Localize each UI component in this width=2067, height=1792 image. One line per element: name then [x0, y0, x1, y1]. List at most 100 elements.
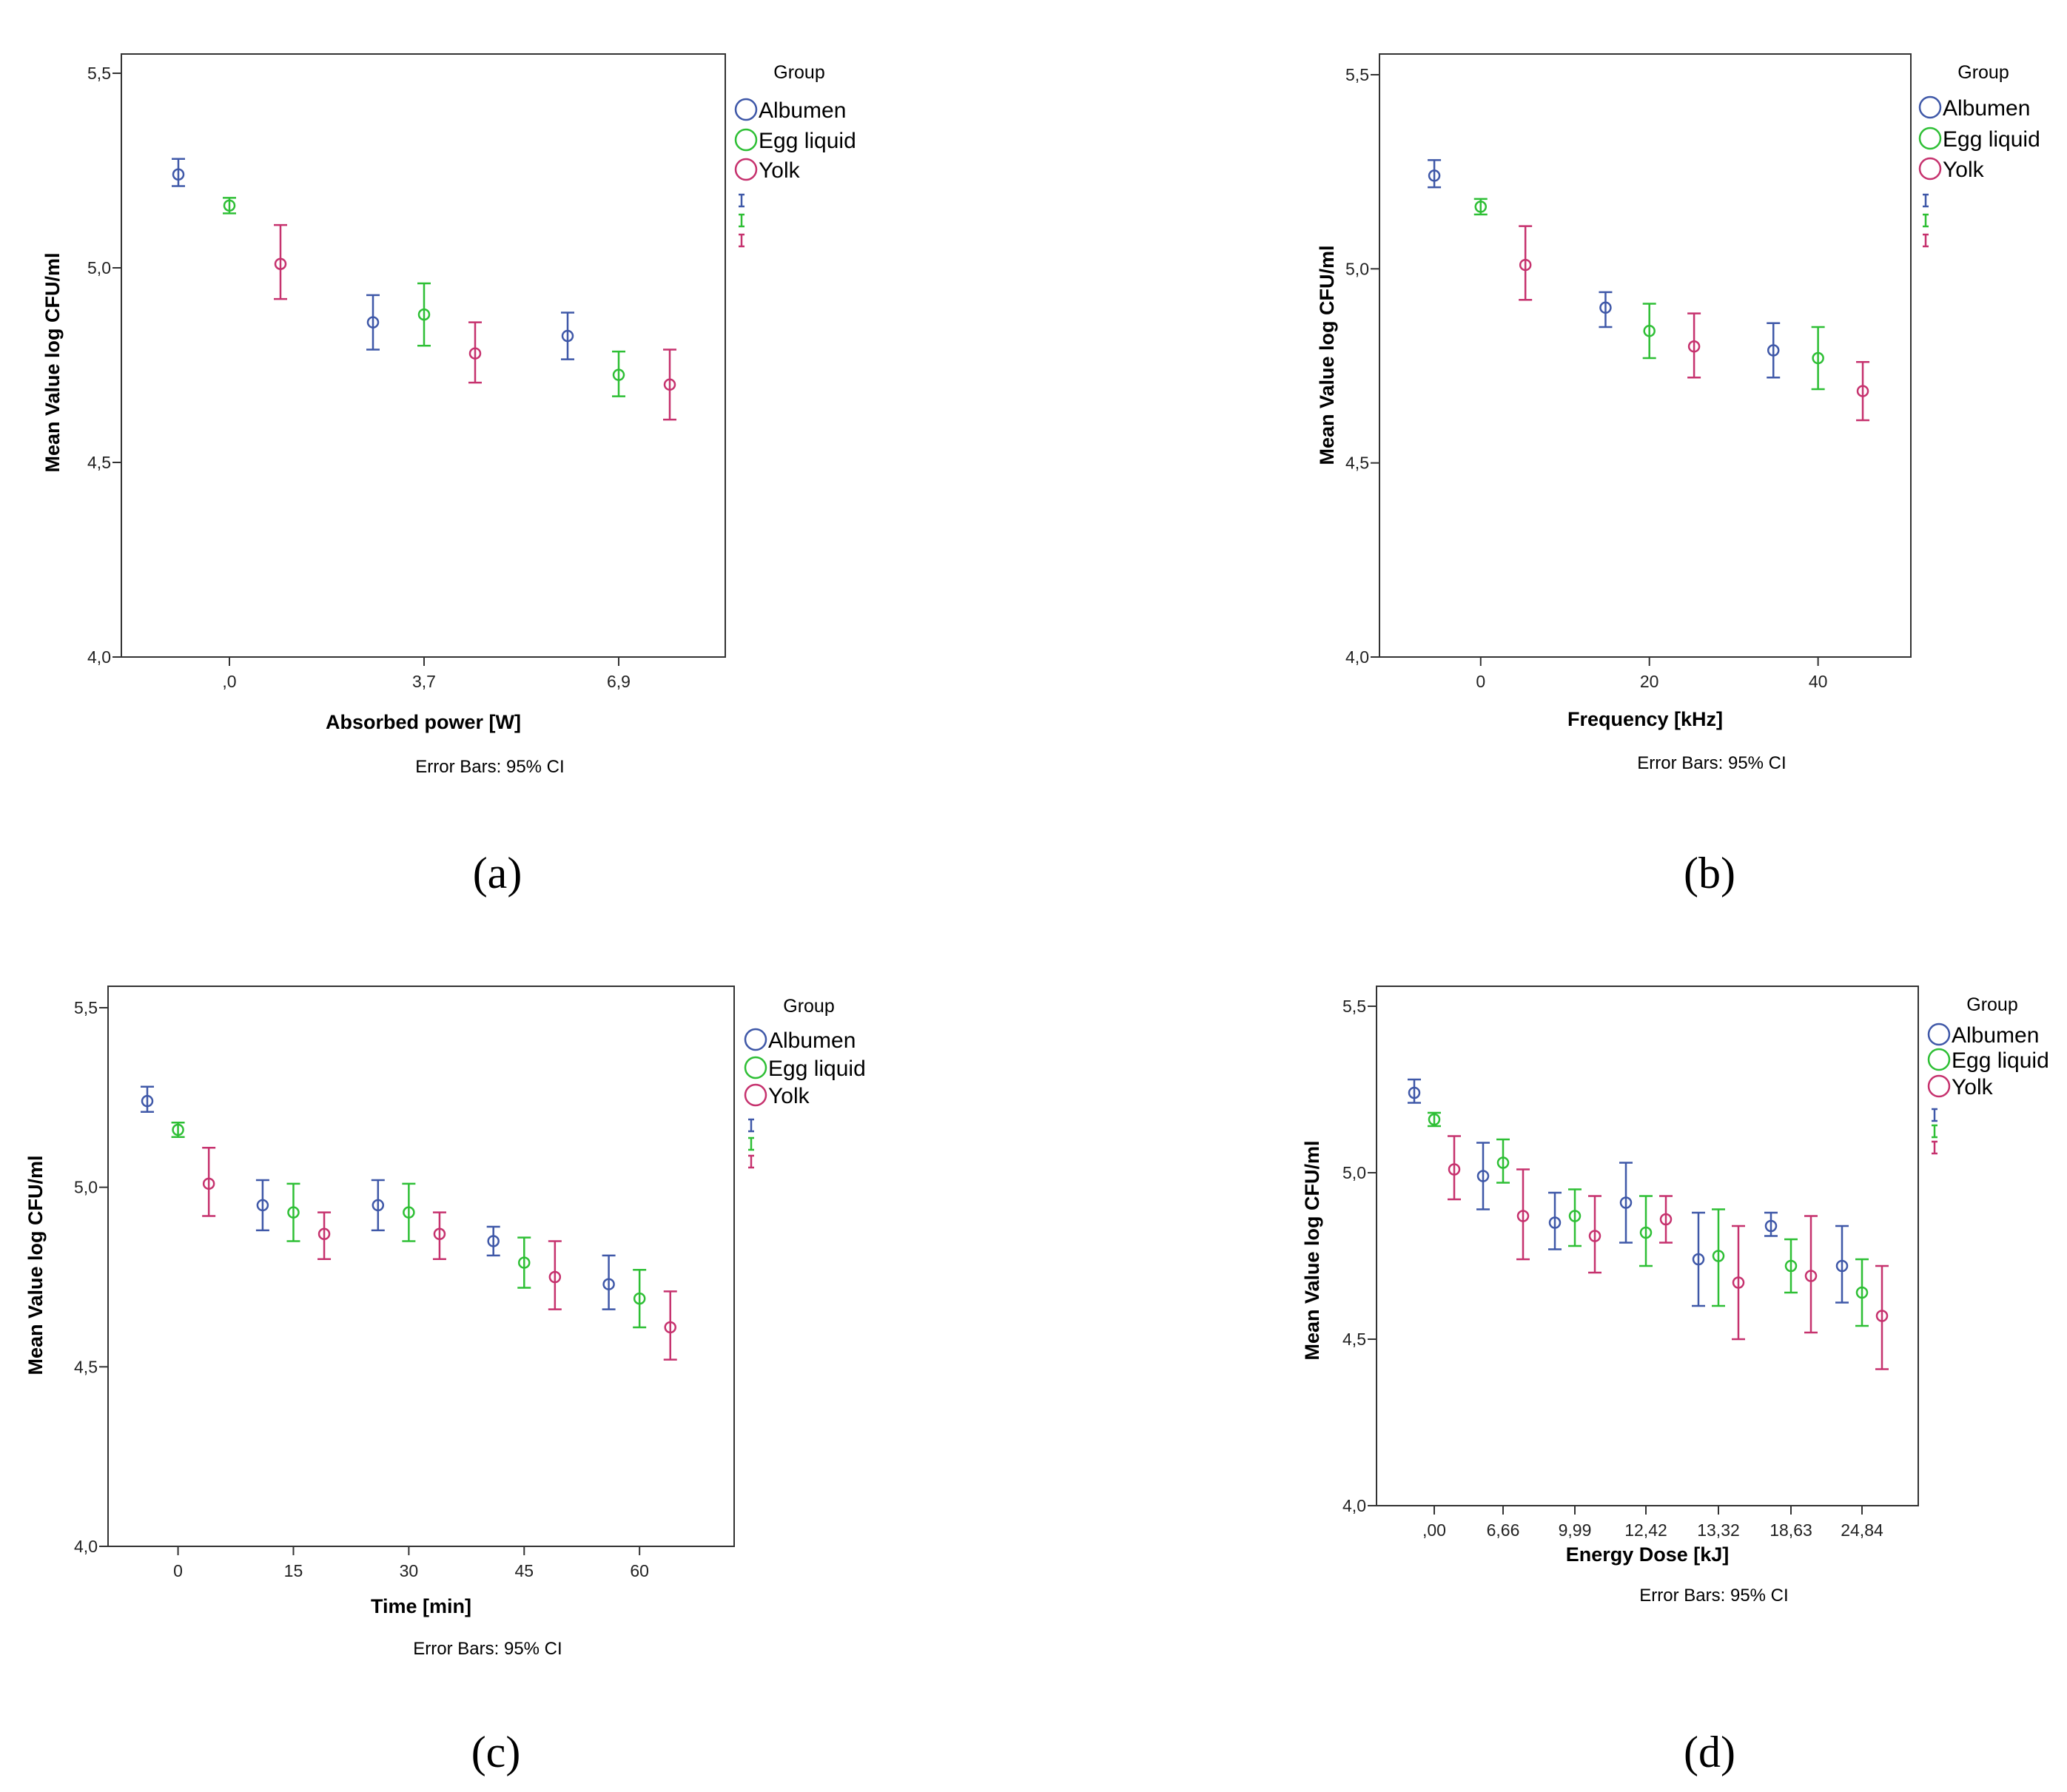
legend-marker: [1927, 1074, 1951, 1098]
y-axis-title: Mean Value log CFU/ml: [1301, 1140, 1323, 1360]
legend-marker: [744, 1056, 767, 1079]
data-point: [256, 1199, 269, 1212]
x-tick-label: 0: [1476, 672, 1485, 691]
data-point: [1643, 325, 1656, 337]
panel-label: (a): [473, 849, 522, 897]
y-tick-label: 5,0: [87, 258, 111, 277]
legend-label: Egg liquid: [1952, 1048, 2049, 1073]
x-tick-label: 24,84: [1841, 1520, 1883, 1540]
data-point: [433, 1227, 446, 1241]
data-point: [612, 368, 625, 381]
data-point: [1639, 1226, 1653, 1239]
legend-marker: [734, 158, 758, 181]
panel-label: (b): [1684, 849, 1735, 897]
data-point: [1408, 1086, 1421, 1099]
data-point: [518, 1256, 531, 1269]
plot-frame: [1379, 53, 1912, 658]
x-axis-title: Time [min]: [371, 1595, 471, 1617]
data-point: [1767, 344, 1780, 357]
data-point: [487, 1235, 500, 1247]
error-bar-note: Error Bars: 95% CI: [413, 1639, 562, 1659]
plot-frame: [107, 986, 735, 1547]
data-point: [172, 168, 185, 181]
data-point: [1875, 1310, 1889, 1322]
y-tick-label: 4,5: [1345, 454, 1369, 473]
data-point: [633, 1292, 646, 1305]
x-tick-label: 18,63: [1769, 1520, 1812, 1540]
legend-title: Group: [773, 62, 824, 83]
legend-marker: [744, 1083, 767, 1107]
data-point: [1496, 1156, 1510, 1169]
legend-marker: [1918, 157, 1942, 181]
x-tick-label: 13,32: [1697, 1520, 1740, 1540]
data-point: [1599, 301, 1612, 314]
data-point: [1692, 1253, 1705, 1266]
legend-marker: [744, 1028, 767, 1051]
y-tick-label: 5,0: [1345, 259, 1369, 278]
y-tick-label: 4,0: [1345, 647, 1369, 667]
x-tick-label: 12,42: [1624, 1520, 1667, 1540]
y-tick-label: 5,0: [74, 1178, 98, 1197]
data-point: [1568, 1210, 1582, 1222]
data-point: [317, 1227, 331, 1241]
data-point: [1519, 258, 1532, 272]
y-tick-label: 5,5: [74, 998, 98, 1017]
data-point: [1855, 1286, 1869, 1299]
y-tick-label: 5,5: [1345, 65, 1369, 84]
error-bar-note: Error Bars: 95% CI: [415, 757, 564, 777]
x-tick-label: 30: [400, 1561, 419, 1580]
legend-label: Yolk: [759, 158, 801, 183]
data-point: [1712, 1250, 1725, 1262]
data-point: [274, 257, 287, 270]
y-tick-label: 4,5: [74, 1357, 98, 1376]
chart-panel-3: 4,0 4,5 5,0 5,5 ,00 6,66 9,99 12,42 13,32 18,63 24…: [1301, 986, 2049, 1776]
plot-frame: [121, 53, 726, 658]
panel-label: (c): [471, 1728, 521, 1776]
x-tick-label: 40: [1809, 672, 1828, 691]
legend-label: Egg liquid: [1943, 127, 2040, 152]
data-point: [1428, 169, 1441, 182]
x-tick-label: 6,66: [1487, 1520, 1520, 1540]
data-point: [1476, 1170, 1490, 1182]
data-point: [417, 308, 431, 321]
data-point: [1835, 1259, 1849, 1273]
data-point: [1619, 1196, 1633, 1209]
y-tick-label: 4,5: [1342, 1330, 1366, 1349]
x-axis-title: Energy Dose [kJ]: [1566, 1543, 1730, 1566]
x-axis-title: Absorbed power [W]: [326, 711, 521, 733]
x-tick-label: 20: [1640, 672, 1659, 691]
legend-label: Egg liquid: [759, 129, 856, 153]
y-axis-title: Mean Value log CFU/ml: [24, 1155, 47, 1375]
y-tick-label: 4,0: [74, 1537, 98, 1556]
y-tick-label: 5,5: [87, 64, 111, 83]
legend-title: Group: [783, 996, 834, 1017]
data-point: [1516, 1210, 1530, 1222]
legend-marker: [1918, 95, 1942, 119]
plot-frame: [1376, 986, 1919, 1506]
chart-panel-0: 4,0 4,5 5,0 5,5 ,0 3,7 6,9 Absorbed power [W] Me…: [41, 53, 856, 897]
data-point: [1659, 1213, 1673, 1226]
data-point: [602, 1278, 615, 1290]
data-point: [403, 1206, 415, 1219]
chart-panel-1: 4,0 4,5 5,0 5,5 0 20 40 Frequency [kHz] Mean Val…: [1316, 53, 2040, 897]
data-point: [548, 1270, 562, 1284]
x-tick-label: 60: [630, 1561, 649, 1580]
data-point: [1764, 1219, 1778, 1233]
x-tick-label: 6,9: [607, 672, 631, 691]
data-point: [223, 199, 236, 212]
x-axis-title: Frequency [kHz]: [1567, 708, 1723, 730]
legend-marker: [1918, 127, 1942, 150]
x-tick-label: 15: [284, 1561, 303, 1580]
y-tick-label: 5,0: [1342, 1163, 1366, 1182]
legend-label: Yolk: [768, 1084, 810, 1108]
x-tick-label: 9,99: [1559, 1520, 1592, 1540]
data-point: [202, 1177, 215, 1190]
data-point: [561, 329, 574, 343]
y-tick-label: 5,5: [1342, 997, 1366, 1016]
y-tick-label: 4,0: [1342, 1496, 1366, 1515]
y-axis-title: Mean Value log CFU/ml: [1316, 245, 1338, 465]
data-point: [1474, 201, 1488, 213]
